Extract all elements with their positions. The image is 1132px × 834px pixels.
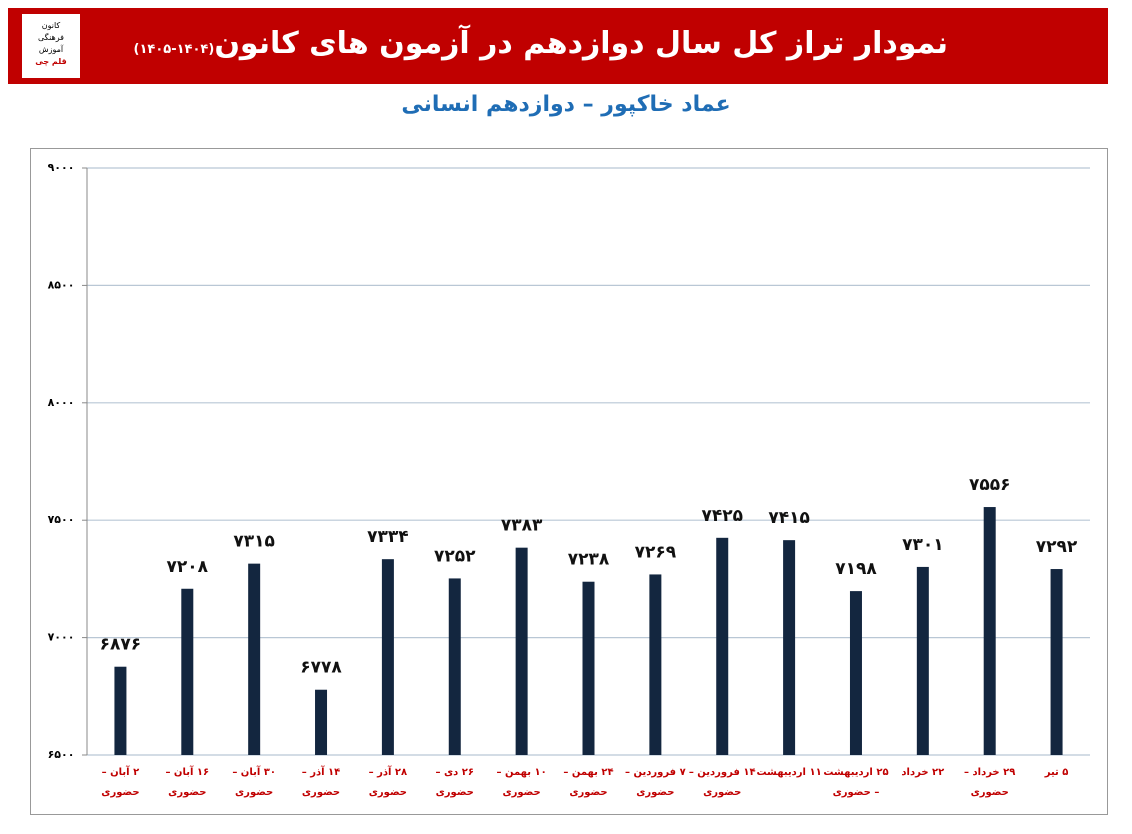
value-label: ۷۳۰۱ (902, 535, 944, 555)
value-label: ۶۷۷۸ (300, 658, 342, 678)
chart: ۶۵۰۰ ۷۰۰۰ ۷۵۰۰ ۸۰۰۰ ۸۵۰۰ ۹۰۰۰ ۶۸۷۶ ۷۲۰۸ ۷۳۱۵ ۶۷۷۸… (48, 161, 1090, 761)
title-text: نمودار تراز کل سال دوازدهم در آزمون های … (214, 26, 948, 61)
value-label: ۷۳۸۳ (501, 516, 543, 536)
bar (448, 578, 461, 755)
chart-title: عماد خاکپور – دوازدهم انسانی (401, 92, 731, 117)
bar (1050, 569, 1063, 755)
banner: نمودار تراز کل سال دوازدهم در آزمون های … (8, 8, 1108, 84)
x-tick-label: ۲۶ دی – حضوری (435, 767, 474, 798)
bar (515, 547, 528, 755)
value-label: ۷۵۵۶ (969, 475, 1011, 495)
y-tick-label: ۸۵۰۰ (48, 278, 75, 291)
value-label: ۷۲۳۸ (568, 550, 610, 570)
x-tick-label: ۱۰ بهمن – حضوری (496, 767, 547, 798)
x-tick-label: ۲۸ آذر – حضوری (368, 767, 408, 798)
title: نمودار تراز کل سال دوازدهم در آزمون های … (134, 26, 948, 61)
bar (716, 537, 729, 755)
x-tick-label: ۲ آبان – حضوری (101, 767, 140, 798)
logo-text: فرهنگی (38, 33, 64, 42)
x-tick-label: ۳۰ آبان – حضوری (232, 767, 276, 798)
y-tick-label: ۸۰۰۰ (48, 396, 75, 409)
logo: کانون فرهنگی آموزش قلم چی (22, 14, 80, 78)
x-tick-label: ۷ فروردین – حضوری (625, 767, 686, 798)
x-tick-label: ۲۴ بهمن – حضوری (563, 767, 614, 798)
logo-text: آموزش (38, 45, 64, 54)
bar (248, 563, 261, 755)
x-tick-label: ۲۹ خرداد – حضوری (964, 767, 1016, 798)
x-tick-label: ۲۵ اردیبهشت – حضوری (823, 767, 889, 798)
chart-frame: ۶۵۰۰ ۷۰۰۰ ۷۵۰۰ ۸۰۰۰ ۸۵۰۰ ۹۰۰۰ ۶۸۷۶ ۷۲۰۸ ۷۳۱۵ ۶۷۷۸… (30, 148, 1108, 815)
bar (114, 666, 127, 755)
bar (849, 591, 862, 755)
logo-text: قلم چی (35, 57, 67, 66)
value-label: ۷۳۳۴ (367, 527, 409, 547)
bar (649, 574, 662, 755)
bar (582, 581, 595, 755)
value-label: ۷۲۹۲ (1036, 537, 1078, 557)
x-tick-label: ۱۶ آبان – حضوری (165, 767, 210, 798)
x-tick-label: ۵ تیر (1044, 767, 1069, 778)
x-tick-label: ۱۴ آذر – حضوری (301, 767, 341, 798)
value-label: ۷۲۵۲ (434, 546, 476, 566)
y-tick-label: ۷۵۰۰ (48, 513, 75, 526)
bar (181, 588, 194, 755)
value-label: ۶۸۷۶ (100, 635, 142, 655)
bar (783, 540, 796, 755)
bar (983, 507, 996, 755)
bar (381, 559, 394, 755)
value-label: ۷۲۶۹ (635, 542, 677, 562)
value-label: ۷۴۲۵ (701, 506, 743, 526)
y-tick-label: ۷۰۰۰ (48, 631, 75, 644)
bar (315, 689, 328, 755)
value-label: ۷۱۹۸ (835, 559, 877, 579)
bar (916, 566, 929, 755)
x-tick-label: ۱۴ فروردین – حضوری (688, 767, 756, 798)
logo-text: کانون (41, 21, 61, 30)
value-label: ۷۳۱۵ (233, 532, 275, 552)
title-note: (۱۴۰۴-۱۴۰۵) (133, 42, 215, 57)
y-tick-label: ۶۵۰۰ (48, 748, 75, 761)
x-tick-label: ۱۱ اردیبهشت (756, 767, 822, 778)
value-label: ۷۲۰۸ (167, 557, 209, 577)
value-label: ۷۴۱۵ (768, 508, 810, 528)
y-tick-label: ۹۰۰۰ (48, 161, 75, 174)
x-tick-label: ۲۲ خرداد (901, 767, 945, 778)
